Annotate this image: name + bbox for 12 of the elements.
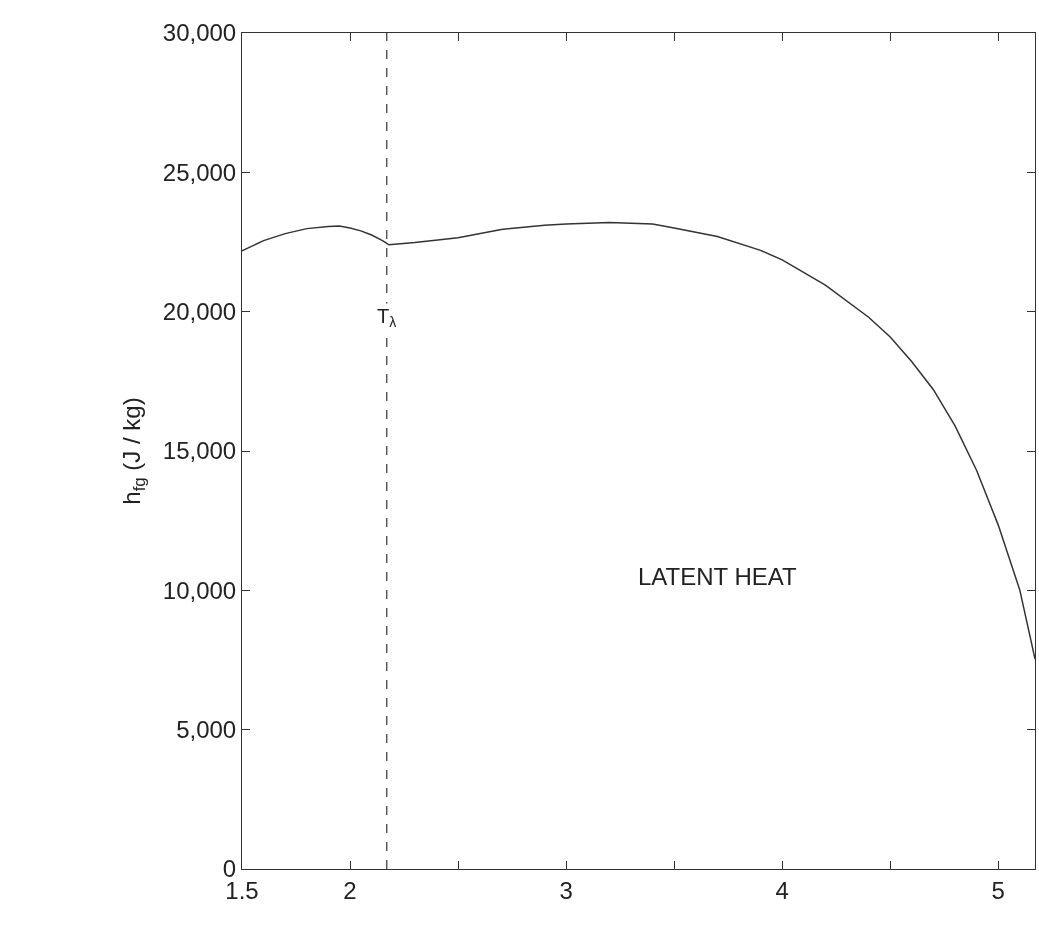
- y-tick-label: 30,000: [162, 19, 237, 47]
- annotation: LATENT HEAT: [638, 563, 798, 590]
- ref-line-label: T$_{λ}$: [377, 305, 397, 331]
- x-tick-label: 5: [991, 876, 1005, 904]
- y-tick-label: 20,000: [162, 298, 237, 326]
- y-tick-label: 15,000: [162, 437, 237, 465]
- x-tick-label: 4: [775, 876, 789, 904]
- x-tick-label: 3: [559, 876, 573, 904]
- y-tick-label: 10,000: [162, 576, 237, 604]
- y-tick-label: 5,000: [176, 716, 237, 744]
- y-tick-label: 25,000: [162, 158, 237, 186]
- x-tick-label: 2: [343, 876, 357, 904]
